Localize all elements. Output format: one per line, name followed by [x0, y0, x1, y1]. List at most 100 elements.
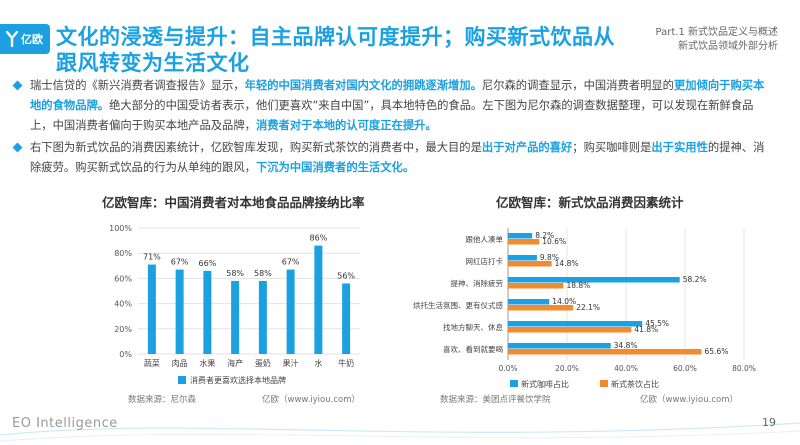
highlight-text: 下沉为中国消费者的生活文化。 — [255, 161, 415, 174]
x-tick-label: 牛奶 — [338, 358, 354, 368]
legend-label: 新式咖啡占比 — [521, 379, 569, 389]
highlight-text: 出于对产品的喜好 — [481, 141, 573, 154]
bar — [342, 283, 351, 354]
local-brand-bar-chart: 0% 20% 40% 60% 80% 100% 71% 蔬菜 67% 肉品 66% 水果 58% 海产 58… — [109, 224, 360, 385]
paragraph-credit-suisse: 瑞士信贷的《新兴消费者调查报告》显示，年轻的中国消费者对国内文化的拥跳逐渐增加。… — [12, 76, 770, 136]
drink-factor-bar-chart: 0.0% 20.0% 40.0% 60.0% 80.0% 跟他人凑单 8.2%10.6% 网红… — [413, 228, 756, 389]
bar — [508, 239, 540, 245]
paragraph-drink-factors: 右下图为新式饮品的消费因素统计，亿欧智库发现，购买新式茶饮的消费者中，最大目的是… — [12, 138, 770, 178]
x-tick-label: 60.0% — [673, 364, 697, 373]
footer-wave — [0, 422, 800, 442]
x-tick-label: 80.0% — [732, 364, 756, 373]
logo-mark-icon — [5, 30, 19, 48]
left-chart-credit: 亿欧（www.iyiou.com） — [262, 395, 360, 405]
y-tick-label: 80% — [114, 249, 132, 258]
data-label: 8.2% — [535, 231, 554, 240]
data-label: 86% — [309, 234, 327, 243]
footer-brand: EO Intelligence — [12, 416, 118, 431]
y-category-label: 找地方聊天、休息 — [443, 322, 503, 332]
data-label: 71% — [143, 253, 161, 262]
x-tick-label: 20.0% — [555, 364, 579, 373]
y-tick-label: 40% — [114, 300, 132, 309]
y-tick-label: 0% — [119, 350, 132, 359]
highlight-text: 消费者对于本地的认可度正在提升。 — [255, 119, 437, 132]
bar — [231, 280, 240, 354]
data-label: 56% — [337, 271, 355, 280]
x-tick-label: 水 — [314, 358, 322, 368]
bullet-diamond-icon — [12, 142, 23, 153]
logo-text: 亿欧 — [21, 33, 43, 46]
body-text: ；购买咖啡则是 — [572, 141, 652, 154]
y-category-label: 跟他人凑单 — [466, 234, 504, 244]
data-label: 65.6% — [705, 347, 729, 356]
bar — [286, 269, 295, 354]
bar — [508, 233, 533, 239]
bar — [147, 264, 156, 354]
data-label: 18.8% — [566, 281, 590, 290]
bar — [508, 261, 552, 267]
bar — [508, 283, 564, 289]
data-label: 10.6% — [542, 237, 566, 246]
data-label: 66% — [198, 259, 216, 268]
bar — [175, 269, 184, 354]
body-text: 绝大部分的中国受访者表示，他们更喜欢“来自中国”，具本地特色的食品。左下图为尼尔… — [30, 99, 754, 132]
y-tick-label: 100% — [109, 224, 132, 233]
page-title: 文化的浸透与提升：自主品牌认可度提升；购买新式饮品从跟风转变为生活文化 — [56, 25, 615, 75]
bullet-diamond-icon — [12, 80, 23, 91]
brand-logo: 亿欧 — [0, 24, 50, 54]
legend-label: 消费者更喜欢选择本地品牌 — [190, 375, 286, 385]
body-text: 尼尔森的调查显示，中国消费者明显的 — [481, 79, 674, 92]
data-label: 58% — [226, 269, 244, 278]
page-number: 19 — [762, 416, 776, 429]
data-label: 58% — [254, 269, 272, 278]
highlight-text: 更加倾向于购买本地的食物品牌。 — [30, 79, 765, 112]
data-label: 58.2% — [683, 275, 707, 284]
highlight-text: 出于实用性 — [651, 141, 708, 154]
bar — [508, 299, 550, 305]
bar — [314, 245, 323, 354]
legend-swatch — [178, 376, 186, 384]
y-tick-label: 60% — [114, 274, 132, 283]
x-tick-label: 海产 — [227, 358, 243, 368]
body-text: 瑞士信贷的《新兴消费者调查报告》显示， — [30, 79, 245, 92]
y-category-label: 喜欢、看到就要喝 — [443, 344, 503, 354]
x-tick-label: 水果 — [199, 358, 215, 368]
bar — [203, 270, 212, 354]
body-text: 的提神、消除疲劳。购买新式饮品的行为从单纯的跟风， — [30, 141, 765, 174]
bar — [508, 349, 702, 355]
y-category-label: 烘托生活氛围、更有仪式感 — [413, 300, 503, 310]
left-chart-title: 亿欧智库：中国消费者对本地食品品牌接纳比率 — [102, 195, 365, 210]
bar — [508, 343, 611, 349]
x-tick-label: 0.0% — [498, 364, 517, 373]
y-category-label: 网红店打卡 — [466, 256, 504, 266]
data-label: 34.8% — [614, 341, 638, 350]
bar — [508, 321, 643, 327]
x-tick-label: 果汁 — [283, 358, 299, 368]
left-chart-source: 数据来源：尼尔森 — [128, 395, 197, 405]
data-label: 45.5% — [645, 319, 669, 328]
x-tick-label: 40.0% — [614, 364, 638, 373]
right-chart-source: 数据来源：美团点评餐饮学院 — [440, 395, 551, 405]
bar — [258, 280, 267, 354]
y-category-label: 提神、消除疲劳 — [451, 278, 504, 288]
bar — [508, 277, 680, 283]
data-label: 41.8% — [634, 325, 658, 334]
section-label-line1: Part.1 新式饮品定义与概述 — [655, 27, 778, 38]
data-label: 9.8% — [540, 253, 559, 262]
y-tick-label: 20% — [114, 325, 132, 334]
data-label: 22.1% — [576, 303, 600, 312]
section-label-line2: 新式饮品领域外部分析 — [678, 41, 778, 52]
data-label: 67% — [171, 258, 189, 267]
bar — [508, 327, 632, 333]
data-label: 14.0% — [552, 297, 576, 306]
highlight-text: 年轻的中国消费者对国内文化的拥跳逐渐增加。 — [244, 79, 482, 92]
data-label: 67% — [282, 258, 300, 267]
x-tick-label: 肉品 — [172, 358, 188, 368]
legend-swatch — [600, 380, 608, 387]
legend-swatch — [510, 380, 518, 387]
x-tick-label: 蔬菜 — [144, 358, 160, 368]
section-label: Part.1 新式饮品定义与概述 新式饮品领域外部分析 — [656, 26, 778, 54]
bar — [508, 305, 574, 311]
right-chart-title: 亿欧智库：新式饮品消费因素统计 — [496, 195, 684, 210]
right-chart-credit: 亿欧（www.iyiou.com） — [640, 395, 738, 405]
